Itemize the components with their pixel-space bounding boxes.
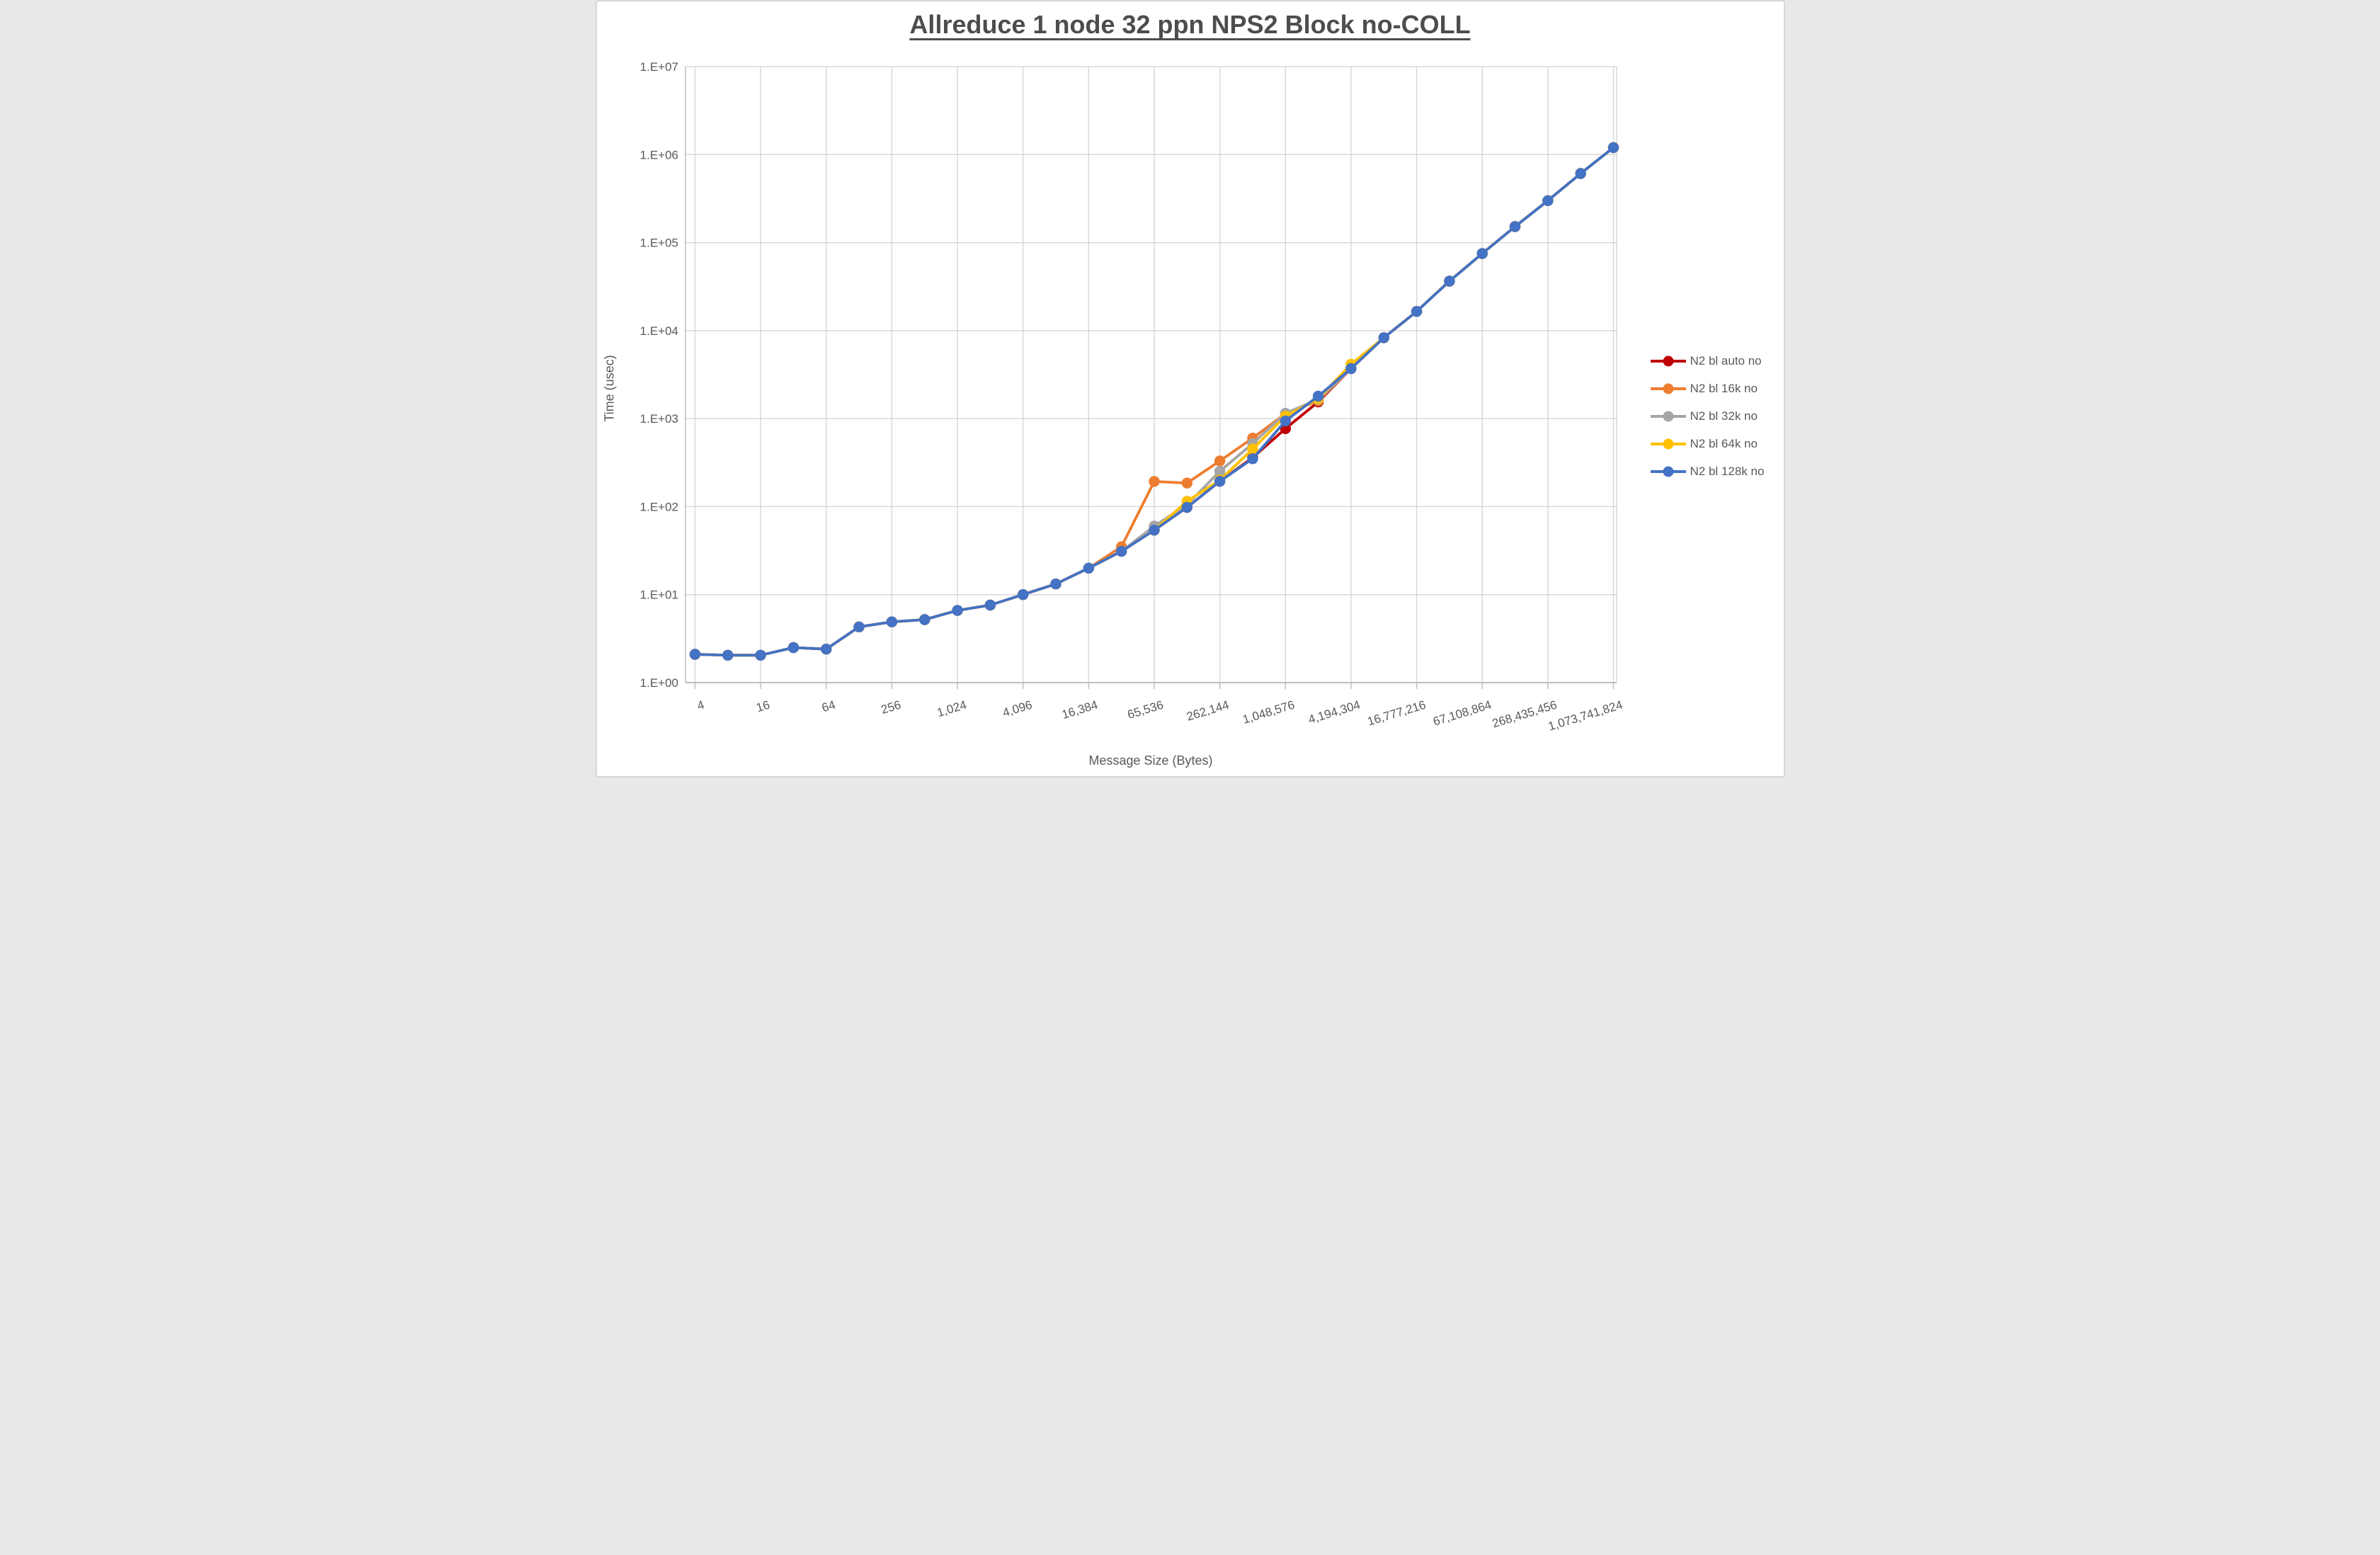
x-tick-label: 4,194,304 xyxy=(1306,698,1362,727)
data-point-N2-bl-128k-no-8388608 xyxy=(1378,332,1389,343)
x-tick-label: 262,144 xyxy=(1185,698,1230,724)
x-tick-label: 65,536 xyxy=(1125,698,1164,722)
legend-marker-icon xyxy=(1650,355,1686,367)
data-point-N2-bl-128k-no-8 xyxy=(722,649,733,661)
legend-marker-icon xyxy=(1650,411,1686,422)
data-point-N2-bl-128k-no-67108864 xyxy=(1476,248,1488,259)
data-point-N2-bl-128k-no-268435456 xyxy=(1542,195,1554,206)
data-point-N2-bl-128k-no-536870912 xyxy=(1575,168,1586,179)
x-tick-label: 4 xyxy=(695,698,706,713)
x-tick-label: 64 xyxy=(820,698,837,715)
data-point-N2-bl-128k-no-4 xyxy=(689,649,700,660)
legend-label: N2 bl auto no xyxy=(1690,354,1762,368)
data-point-N2-bl-128k-no-16777216 xyxy=(1411,306,1422,317)
data-point-N2-bl-128k-no-2097152 xyxy=(1312,390,1323,402)
data-point-N2-bl-128k-no-262144 xyxy=(1214,476,1225,487)
data-point-N2-bl-64k-no-524288 xyxy=(1246,443,1258,455)
legend-item-N2-bl-128k-no: N2 bl 128k no xyxy=(1650,463,1765,480)
x-tick-label: 1,073,741,824 xyxy=(1547,698,1624,734)
x-tick-label: 16,384 xyxy=(1060,698,1099,722)
legend-marker-dot-icon xyxy=(1663,411,1673,422)
data-point-N2-bl-128k-no-524288 xyxy=(1246,453,1258,465)
data-point-N2-bl-128k-no-4194304 xyxy=(1345,363,1357,375)
data-point-N2-bl-128k-no-512 xyxy=(918,614,930,625)
data-point-N2-bl-128k-no-16 xyxy=(754,649,766,661)
data-point-N2-bl-128k-no-65536 xyxy=(1148,525,1160,536)
y-tick-label: 1.E+07 xyxy=(639,60,678,74)
y-tick-label: 1.E+05 xyxy=(639,237,678,250)
data-point-N2-bl-128k-no-4096 xyxy=(1017,589,1028,600)
legend-marker-dot-icon xyxy=(1663,383,1673,394)
legend: N2 bl auto no N2 bl 16k no N2 bl 32k no N2 … xyxy=(1650,353,1765,480)
legend-marker-icon xyxy=(1650,438,1686,450)
legend-item-N2-bl-16k-no: N2 bl 16k no xyxy=(1650,380,1765,397)
data-point-N2-bl-128k-no-2048 xyxy=(984,599,996,611)
y-tick-label: 1.E+03 xyxy=(639,412,678,426)
data-point-N2-bl-128k-no-128 xyxy=(853,621,865,632)
data-point-N2-bl-32k-no-262144 xyxy=(1214,465,1225,477)
legend-marker-dot-icon xyxy=(1663,438,1673,450)
legend-marker-dot-icon xyxy=(1663,355,1673,367)
x-axis-title: Message Size (Bytes) xyxy=(1088,753,1213,768)
data-point-N2-bl-16k-no-262144 xyxy=(1214,455,1225,467)
x-tick-label: 67,108,864 xyxy=(1431,698,1493,729)
legend-label: N2 bl 16k no xyxy=(1690,382,1758,395)
y-tick-label: 1.E+04 xyxy=(639,324,678,338)
data-point-N2-bl-128k-no-131072 xyxy=(1181,501,1192,513)
x-tick-label: 256 xyxy=(879,698,902,717)
data-point-N2-bl-128k-no-16384 xyxy=(1083,562,1094,574)
data-point-N2-bl-128k-no-32768 xyxy=(1115,545,1127,557)
chart-card: 4 16 64 256 1,024 4,096 16,384 65,536 262,144 1,0… xyxy=(595,0,1785,778)
legend-marker-dot-icon xyxy=(1663,466,1673,477)
data-point-N2-bl-128k-no-8192 xyxy=(1049,579,1061,590)
x-tick-label: 1,048,576 xyxy=(1241,698,1296,727)
legend-label: N2 bl 64k no xyxy=(1690,437,1758,450)
x-tick-label: 4,096 xyxy=(1001,698,1033,720)
data-point-N2-bl-128k-no-64 xyxy=(820,644,831,655)
legend-marker-icon xyxy=(1650,466,1686,477)
x-tick-label: 16,777,216 xyxy=(1365,698,1427,729)
y-tick-label: 1.E+02 xyxy=(639,500,678,513)
legend-label: N2 bl 128k no xyxy=(1690,465,1765,478)
chart-title: Allreduce 1 node 32 ppn NPS2 Block no-CO… xyxy=(909,10,1471,39)
y-tick-label: 1.E+06 xyxy=(639,148,678,161)
data-point-N2-bl-128k-no-1024 xyxy=(951,605,963,616)
data-point-N2-bl-128k-no-1048576 xyxy=(1280,415,1291,427)
data-point-N2-bl-128k-no-32 xyxy=(787,642,799,654)
x-tick-label: 1,024 xyxy=(935,698,967,720)
data-point-N2-bl-128k-no-33554432 xyxy=(1443,275,1455,287)
data-point-N2-bl-128k-no-134217728 xyxy=(1509,221,1520,232)
y-axis-title: Time (usec) xyxy=(602,355,616,422)
data-point-N2-bl-16k-no-65536 xyxy=(1148,476,1160,487)
data-point-N2-bl-16k-no-131072 xyxy=(1181,477,1192,489)
data-point-N2-bl-128k-no-256 xyxy=(886,616,897,627)
x-tick-label: 16 xyxy=(754,698,771,715)
legend-item-N2-bl-32k-no: N2 bl 32k no xyxy=(1650,408,1765,425)
legend-label: N2 bl 32k no xyxy=(1690,409,1758,423)
y-tick-label: 1.E+01 xyxy=(639,588,678,602)
legend-item-N2-bl-64k-no: N2 bl 64k no xyxy=(1650,435,1765,452)
y-tick-label: 1.E+00 xyxy=(639,676,678,690)
plot-area: 4 16 64 256 1,024 4,096 16,384 65,536 262,144 1,0… xyxy=(639,60,1624,734)
legend-item-N2-bl-auto-no: N2 bl auto no xyxy=(1650,353,1765,370)
data-point-N2-bl-128k-no-1073741824 xyxy=(1607,142,1619,154)
legend-marker-icon xyxy=(1650,383,1686,394)
